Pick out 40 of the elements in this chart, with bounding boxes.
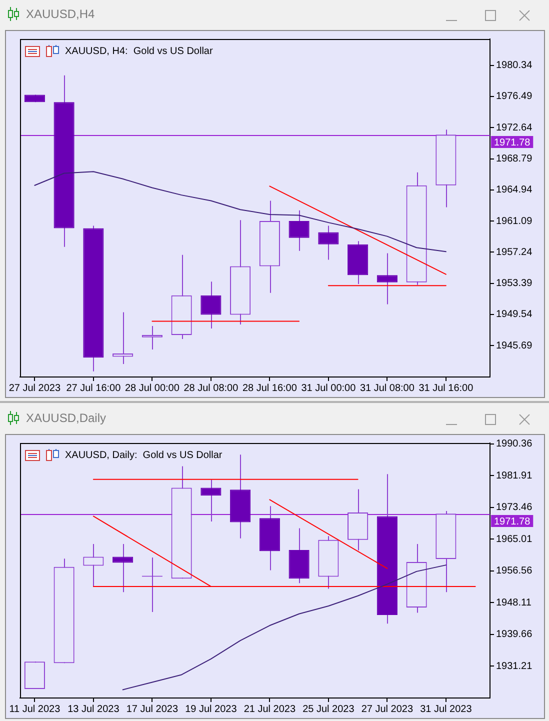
- x-tick-label: 27 Jul 16:00: [66, 382, 122, 394]
- y-tick-label: 1968.79: [496, 154, 533, 165]
- y-tick-label: 1965.01: [496, 534, 533, 545]
- x-tick-label: 25 Jul 2023: [302, 704, 355, 715]
- y-tick-label: 1956.56: [496, 566, 533, 577]
- x-tick-label: 31 Jul 2023: [420, 704, 472, 715]
- x-tick-label: 19 Jul 2023: [185, 704, 238, 715]
- x-tick-label: 28 Jul 00:00: [124, 382, 180, 394]
- x-tick-label: 28 Jul 08:00: [184, 382, 239, 394]
- y-tick-label: 1957.24: [496, 246, 533, 258]
- y-tick-label: 1990.36: [496, 438, 533, 450]
- y-tick-label: 1980.34: [496, 60, 533, 72]
- x-tick-label: 28 Jul 16:00: [242, 382, 298, 394]
- y-tick-label: 1931.21: [496, 660, 533, 672]
- text: XAUUSD, H4: Gold vs US Dollar: [65, 45, 213, 58]
- y-tick-label: 1964.94: [496, 184, 533, 196]
- y-tick-label: 1981.91: [496, 470, 533, 482]
- y-tick-label: 1976.49: [496, 91, 533, 102]
- x-tick-label: 31 Jul 08:00: [360, 382, 415, 394]
- x-tick-label: 21 Jul 2023: [244, 704, 296, 715]
- x-tick-label: 13 Jul 2023: [68, 704, 120, 715]
- text: XAUUSD, Daily: Gold vs US Dollar: [65, 449, 222, 462]
- y-tick-label: 1949.54: [496, 309, 533, 320]
- y-tick-label: 1961.09: [496, 216, 533, 227]
- y-tick-label: 1939.66: [496, 629, 533, 640]
- y-tick-label: 1945.69: [496, 340, 533, 352]
- x-tick-label: 27 Jul 2023: [361, 704, 414, 715]
- chart-title: XAUUSD,Daily: [26, 411, 106, 425]
- x-tick-label: 27 Jul 2023: [8, 382, 61, 394]
- y-tick-label: 1953.39: [496, 278, 533, 290]
- x-tick-label: 17 Jul 2023: [126, 704, 178, 715]
- x-tick-label: 11 Jul 2023: [9, 704, 61, 715]
- x-tick-label: 31 Jul 16:00: [418, 382, 474, 394]
- y-tick-label: 1973.46: [496, 502, 533, 514]
- y-tick-label: 1948.11: [496, 597, 532, 608]
- chart-title: XAUUSD,H4: [26, 7, 95, 21]
- x-tick-label: 31 Jul 00:00: [301, 382, 356, 394]
- y-tick-label: 1972.64: [496, 122, 533, 134]
- ref-line-label: 1971.78: [494, 516, 531, 528]
- ref-line-label: 1971.78: [494, 137, 531, 148]
